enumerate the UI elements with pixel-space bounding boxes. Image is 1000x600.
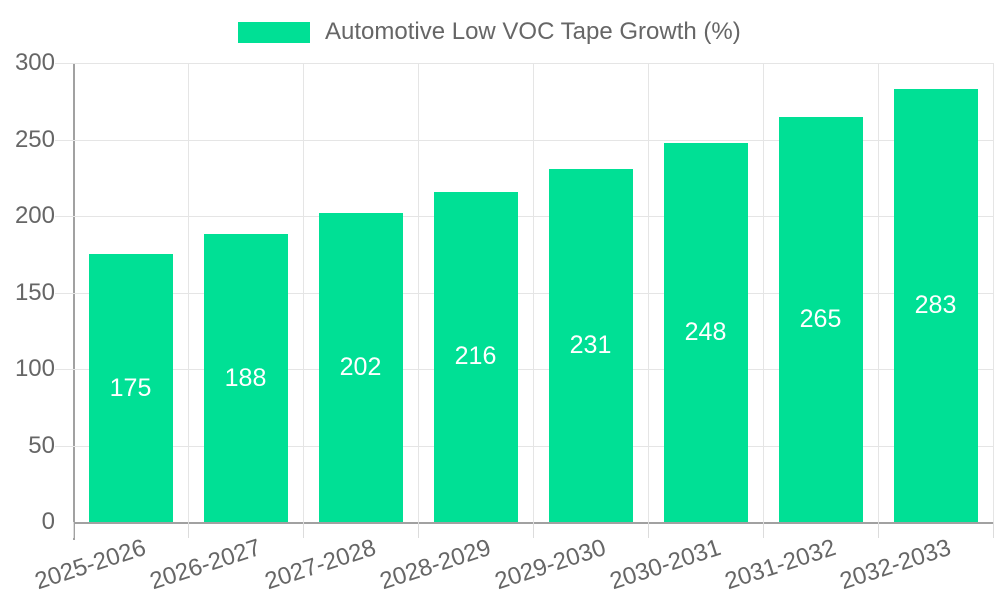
- y-tick-label: 250: [14, 125, 55, 153]
- x-tick-mark: [188, 522, 189, 538]
- y-gridline: [55, 63, 993, 64]
- x-tick-mark: [73, 522, 74, 538]
- bar-2032-2033[interactable]: 283: [893, 89, 978, 522]
- bar-value-label: 216: [454, 342, 497, 371]
- bar-2028-2029[interactable]: 216: [433, 191, 518, 522]
- plot-area[interactable]: 175 188 202 216 231 248 265 283: [55, 63, 994, 538]
- x-gridline: [993, 63, 994, 522]
- y-tick-label: 50: [28, 431, 55, 459]
- bar-value-label: 265: [799, 304, 842, 333]
- x-tick-label: 2027-2028: [261, 534, 379, 596]
- bar-2026-2027[interactable]: 188: [203, 234, 288, 522]
- y-tick-label: 200: [14, 202, 55, 229]
- y-axis-line: [73, 63, 75, 540]
- bar-value-label: 248: [684, 317, 727, 346]
- legend-label: Automotive Low VOC Tape Growth (%): [325, 18, 741, 45]
- bar-value-label: 175: [109, 373, 152, 402]
- y-gridline: [55, 445, 993, 447]
- y-tick-label: 0: [41, 508, 55, 535]
- x-tick-label: 2028-2029: [376, 534, 494, 596]
- x-tick-mark: [303, 522, 304, 538]
- x-gridline: [763, 63, 764, 522]
- x-tick-label: 2032-2033: [836, 534, 954, 596]
- bar-2030-2031[interactable]: 248: [663, 142, 748, 522]
- x-tick-mark: [418, 522, 419, 538]
- bar-value-label: 202: [339, 352, 382, 381]
- x-tick-label: 2030-2031: [606, 534, 724, 596]
- x-tick-mark: [763, 522, 764, 538]
- bar-value-label: 188: [224, 363, 267, 392]
- bar-2031-2032[interactable]: 265: [778, 116, 863, 522]
- x-tick-label: 2029-2030: [491, 534, 609, 596]
- bar-2027-2028[interactable]: 202: [318, 212, 403, 522]
- chart-legend[interactable]: Automotive Low VOC Tape Growth (%): [238, 18, 741, 46]
- y-tick-label: 150: [14, 278, 55, 306]
- x-gridline: [878, 63, 879, 522]
- x-gridline: [188, 63, 189, 522]
- bar-2029-2030[interactable]: 231: [548, 168, 633, 522]
- x-tick-mark: [648, 522, 649, 538]
- y-gridline: [55, 292, 993, 294]
- x-gridline: [303, 63, 304, 522]
- y-tick-label: 100: [14, 355, 55, 382]
- y-tick-label: 300: [14, 49, 55, 76]
- x-gridline: [648, 63, 649, 522]
- x-gridline: [533, 63, 534, 522]
- bar-2025-2026[interactable]: 175: [88, 254, 173, 522]
- x-tick-label: 2025-2026: [31, 534, 149, 596]
- y-gridline: [55, 139, 993, 141]
- legend-swatch-icon: [238, 21, 310, 43]
- x-tick-label: 2031-2032: [721, 534, 839, 596]
- x-tick-mark: [533, 522, 534, 538]
- x-gridline: [418, 63, 419, 522]
- bar-value-label: 231: [569, 330, 612, 359]
- x-tick-mark: [878, 522, 879, 538]
- x-tick-label: 2026-2027: [146, 534, 264, 596]
- bar-value-label: 283: [914, 291, 957, 319]
- y-gridline: [55, 216, 993, 217]
- y-gridline: [55, 369, 993, 370]
- x-tick-mark: [993, 522, 994, 538]
